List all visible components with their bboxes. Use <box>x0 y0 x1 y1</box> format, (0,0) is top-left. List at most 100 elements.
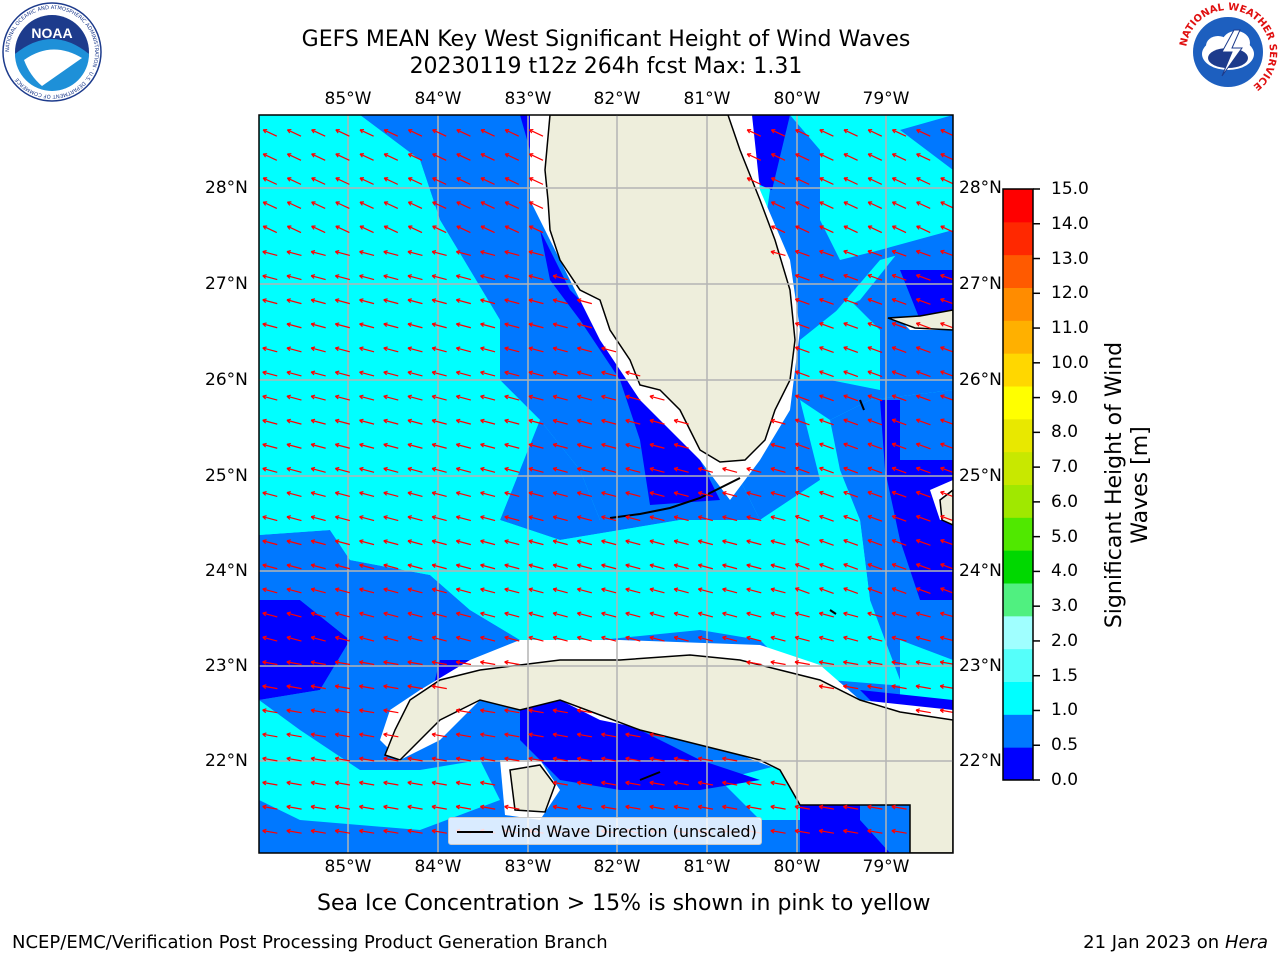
colorbar-segment <box>1003 714 1033 748</box>
wave-direction-arrowhead <box>819 563 824 568</box>
wave-direction-arrow <box>891 539 907 546</box>
wave-direction-arrowhead <box>504 298 509 303</box>
wave-direction-arrowhead <box>286 708 291 714</box>
wave-direction-arrowhead <box>432 177 437 182</box>
wave-direction-arrow <box>311 491 326 498</box>
wave-direction-arrow <box>335 830 351 834</box>
wave-direction-arrowhead <box>480 201 486 206</box>
wave-direction-arrow <box>480 588 496 594</box>
wave-direction-arrow <box>383 516 399 522</box>
wave-direction-arrow <box>310 733 326 738</box>
wave-direction-arrow <box>819 805 835 810</box>
wave-direction-arrow <box>891 274 907 281</box>
wave-direction-arrowhead <box>528 515 533 520</box>
wave-direction-arrowhead <box>504 660 509 665</box>
wave-direction-arrowhead <box>552 346 558 352</box>
wave-direction-arrow <box>891 419 907 426</box>
wave-direction-arrowhead <box>576 515 582 520</box>
wave-direction-arrow <box>795 491 810 498</box>
wave-direction-arrowhead <box>310 442 316 448</box>
wave-direction-arrow <box>480 516 496 522</box>
wave-direction-arrowhead <box>867 828 872 834</box>
wave-direction-arrowhead <box>528 128 534 134</box>
wave-direction-arrow <box>335 540 350 546</box>
wave-direction-arrowhead <box>843 684 848 689</box>
wave-direction-arrowhead <box>286 370 291 376</box>
wave-direction-arrowhead <box>480 153 486 158</box>
wave-direction-arrowhead <box>843 563 848 568</box>
wave-direction-arrowhead <box>746 128 752 134</box>
wave-direction-arrowhead <box>334 708 340 714</box>
lat-label-right: 26°N <box>959 370 1002 390</box>
wave-direction-arrowhead <box>480 225 486 230</box>
wave-direction-arrow <box>432 371 447 377</box>
wave-direction-arrow <box>504 757 520 762</box>
wave-direction-arrow <box>916 322 931 329</box>
wave-direction-arrowhead <box>891 466 897 472</box>
lon-label-top: 80°W <box>773 89 821 109</box>
wave-direction-arrowhead <box>819 201 824 206</box>
lon-label-bottom: 85°W <box>324 857 372 877</box>
wave-direction-arrowhead <box>310 828 315 834</box>
wave-direction-arrow <box>843 129 858 137</box>
wave-direction-arrow <box>940 201 953 209</box>
wave-direction-arrowhead <box>576 611 582 617</box>
wave-direction-arrowhead <box>359 201 365 206</box>
wave-direction-arrow <box>916 153 931 161</box>
wave-direction-arrow <box>770 250 786 257</box>
wave-direction-arrow <box>504 347 520 353</box>
wave-direction-arrow <box>311 153 326 161</box>
wave-direction-arrow <box>867 201 883 210</box>
wave-direction-arrow <box>722 805 738 810</box>
wave-direction-arrowhead <box>794 442 800 448</box>
wave-direction-arrowhead <box>311 177 316 182</box>
wave-direction-arrowhead <box>867 153 873 158</box>
wave-direction-arrow <box>891 515 907 522</box>
wave-direction-arrow <box>407 299 423 305</box>
wave-direction-arrow <box>795 443 810 450</box>
wave-direction-arrowhead <box>528 370 533 376</box>
wave-direction-arrow <box>262 419 278 425</box>
colorbar-segment <box>1003 254 1033 288</box>
wave-direction-arrow <box>553 612 568 618</box>
wave-direction-arrowhead <box>504 804 509 810</box>
wave-direction-arrow <box>311 564 326 570</box>
wave-direction-arrow <box>601 467 617 473</box>
wave-direction-arrow <box>286 709 302 714</box>
wave-direction-arrowhead <box>359 611 364 617</box>
wave-direction-arrow <box>456 225 471 234</box>
wave-direction-arrowhead <box>916 201 921 206</box>
wave-direction-arrow <box>262 757 278 762</box>
wave-direction-arrowhead <box>940 370 945 375</box>
colorbar-segment <box>1003 451 1033 485</box>
wave-direction-arrow <box>819 225 834 234</box>
wave-direction-arrowhead <box>455 708 461 714</box>
wave-direction-arrow <box>770 491 786 498</box>
wave-direction-arrowhead <box>697 635 703 641</box>
wave-direction-arrowhead <box>286 756 291 762</box>
wave-direction-arrow <box>311 225 326 234</box>
wave-direction-arrow <box>529 201 544 210</box>
wave-direction-arrow <box>529 129 544 137</box>
wave-direction-arrowhead <box>480 370 485 376</box>
wave-direction-arrowhead <box>480 418 485 424</box>
colorbar-tick-label: 5.0 <box>1051 526 1079 547</box>
wave-direction-arrowhead <box>722 539 727 544</box>
wave-direction-arrowhead <box>673 442 679 448</box>
wave-direction-arrowhead <box>262 756 267 762</box>
wave-direction-arrowhead <box>407 370 412 376</box>
wave-direction-arrow <box>819 201 834 210</box>
wave-direction-arrow <box>456 153 471 161</box>
wave-direction-arrow <box>480 443 496 449</box>
wave-direction-arrow <box>794 805 810 810</box>
wave-direction-arrowhead <box>334 466 340 472</box>
wave-direction-arrowhead <box>625 466 630 472</box>
wave-direction-arrowhead <box>334 346 340 352</box>
wave-direction-arrow <box>528 443 544 449</box>
wave-direction-arrowhead <box>891 153 897 158</box>
wave-direction-arrowhead <box>940 153 945 158</box>
wave-direction-arrowhead <box>407 515 412 520</box>
wave-direction-arrow <box>504 225 520 234</box>
wave-direction-arrowhead <box>915 587 921 592</box>
wave-direction-arrow <box>891 661 907 666</box>
